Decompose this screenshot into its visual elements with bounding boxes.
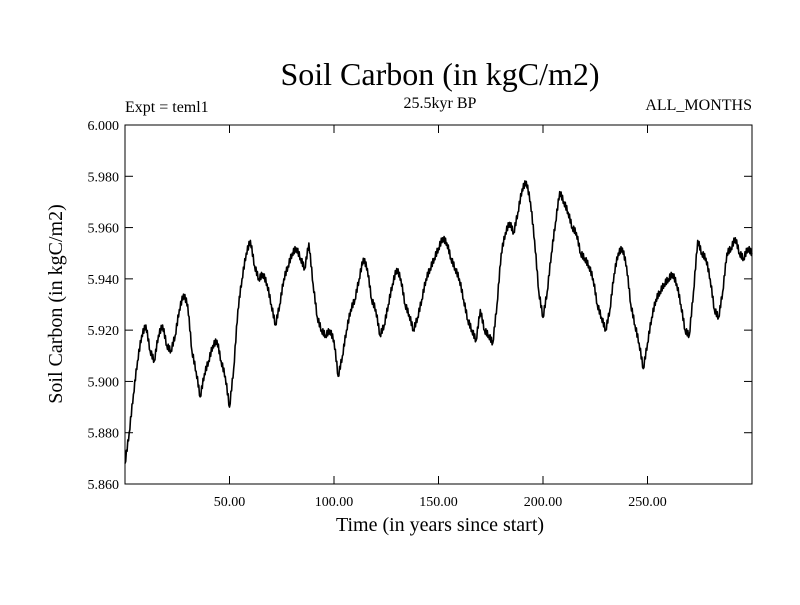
series-line-soil-carbon xyxy=(124,180,753,464)
x-axis-label: Time (in years since start) xyxy=(336,514,544,536)
y-tick-label: 5.880 xyxy=(88,427,120,442)
plot-area-frame xyxy=(124,124,753,485)
experiment-label: Expt = teml1 xyxy=(125,99,209,116)
y-tick-label: 5.920 xyxy=(88,324,120,339)
x-tick-label: 250.00 xyxy=(628,495,667,510)
x-tick-label: 50.00 xyxy=(214,495,246,510)
y-tick-label: 6.000 xyxy=(88,119,120,134)
y-axis-label: Soil Carbon (in kgC/m2) xyxy=(45,204,67,403)
x-tick-label: 150.00 xyxy=(419,495,458,510)
months-label: ALL_MONTHS xyxy=(645,97,752,114)
x-tick-label: 200.00 xyxy=(524,495,563,510)
y-tick-label: 5.960 xyxy=(88,222,120,237)
series-group xyxy=(124,180,753,464)
y-tick-label: 5.940 xyxy=(88,273,120,288)
y-tick-label: 5.900 xyxy=(88,375,120,390)
y-tick-label: 5.860 xyxy=(88,478,120,493)
chart-title: Soil Carbon (in kgC/m2) xyxy=(280,56,599,92)
x-tick-label: 100.00 xyxy=(315,495,354,510)
y-tick-label: 5.980 xyxy=(88,170,120,185)
period-label: 25.5kyr BP xyxy=(404,95,477,112)
tick-labels: 50.00 100.00 150.00 200.00 250.00 5.860 5.880 5… xyxy=(88,119,667,510)
axis-ticks xyxy=(125,124,752,485)
